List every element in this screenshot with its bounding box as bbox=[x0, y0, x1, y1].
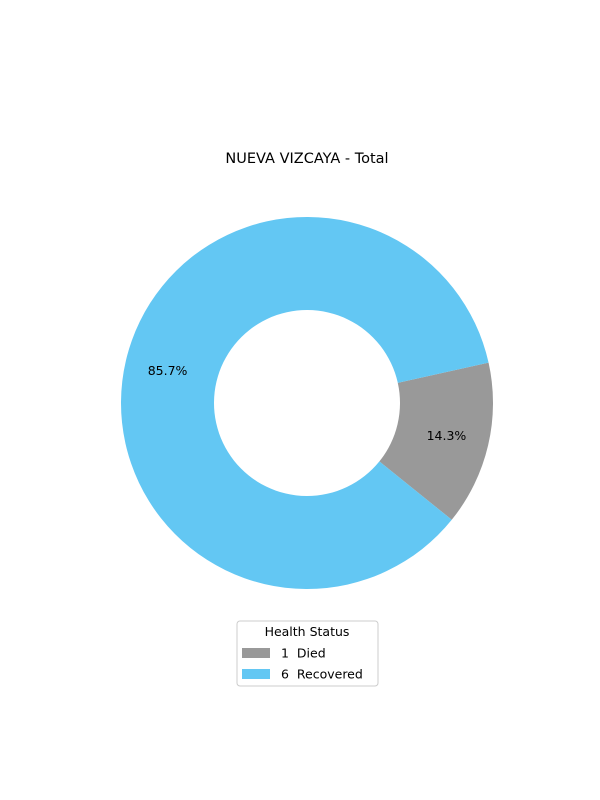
legend-title: Health Status bbox=[265, 624, 350, 639]
legend-swatch-recovered bbox=[242, 669, 270, 679]
donut-slices bbox=[120, 217, 494, 590]
percent-labels: 14.3% 85.7% bbox=[148, 363, 467, 443]
percent-label-recovered: 85.7% bbox=[148, 363, 188, 378]
percent-label-died: 14.3% bbox=[427, 428, 467, 443]
legend-swatch-died bbox=[242, 648, 270, 658]
legend-entries: 1 Died 6 Recovered bbox=[242, 646, 363, 682]
legend-frame bbox=[236, 620, 379, 687]
slice-died bbox=[379, 362, 494, 520]
legend-label-died: 1 Died bbox=[281, 646, 326, 661]
legend: Health Status 1 Died 6 Recovered bbox=[236, 620, 379, 687]
chart-title: NUEVA VIZCAYA - Total bbox=[225, 151, 388, 167]
legend-label-recovered: 6 Recovered bbox=[281, 667, 363, 682]
slice-recovered bbox=[120, 217, 489, 590]
